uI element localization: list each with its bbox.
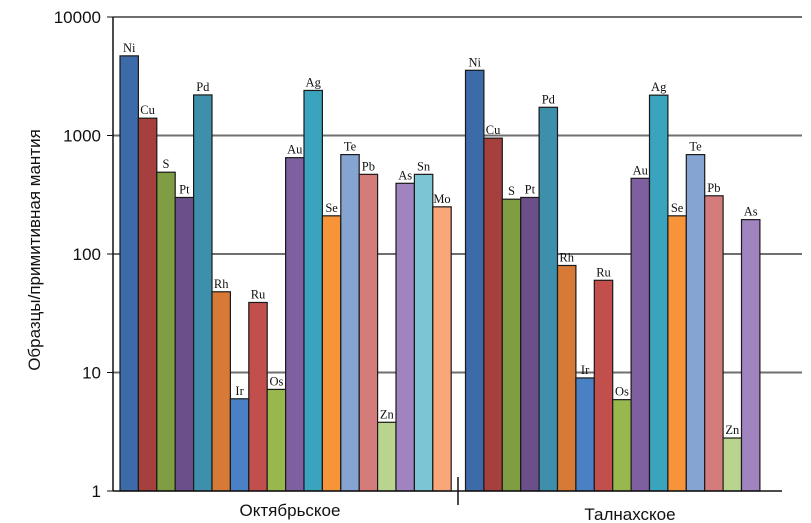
bar-label: Cu <box>486 123 501 137</box>
y-tick-label: 100 <box>73 245 101 264</box>
bar-label: Ir <box>235 384 244 398</box>
group-labels: Октябрьское Талнахское <box>240 501 676 523</box>
bar-label: Ag <box>306 75 322 89</box>
bar-pd <box>538 106 559 492</box>
bar-te <box>685 153 706 492</box>
bar-s <box>501 198 522 492</box>
bar-label: S <box>508 184 515 198</box>
bar-cu <box>137 117 158 492</box>
bar-labels: Ni Cu S Pt Pd Rh Ir Ru Os Au Ag Se Te Pb Zn As Sn Mo Ni Cu S… <box>123 41 758 437</box>
bar-label: Te <box>689 140 702 154</box>
bar-ru <box>248 301 268 492</box>
bar-label: Pb <box>362 159 375 173</box>
bar-label: Pd <box>196 80 210 94</box>
bar-pb <box>704 195 724 492</box>
group-label: Талнахское <box>584 505 675 523</box>
group-label: Октябрьское <box>240 501 341 520</box>
bar-label: Au <box>633 163 649 177</box>
bar-pb <box>358 173 379 492</box>
bar-pt <box>174 196 195 492</box>
bar-label: Rh <box>559 250 574 264</box>
bar-label: Ni <box>468 55 481 69</box>
bar-as <box>740 219 761 492</box>
bar-label: Ru <box>251 287 266 301</box>
bar-pd <box>193 94 213 492</box>
bar-as <box>395 182 415 492</box>
bar-label: Se <box>325 201 338 215</box>
bar-ag <box>303 89 323 492</box>
bar-pt <box>520 196 540 492</box>
bar-label: Pb <box>707 181 720 195</box>
bar-label: Ag <box>651 80 667 94</box>
bar-au <box>630 177 651 492</box>
bar-ag <box>648 94 669 492</box>
bar-label: Te <box>344 140 357 154</box>
bar-label: Rh <box>214 277 229 291</box>
bar-label: Au <box>287 143 303 157</box>
bar-ni <box>464 69 485 492</box>
bar-label: As <box>744 205 758 219</box>
bar-te <box>340 153 360 492</box>
bar-ir <box>575 377 595 492</box>
bar-label: Zn <box>725 423 740 437</box>
bar-ru <box>593 279 614 492</box>
bar-label: Os <box>269 374 283 388</box>
bar-ir <box>229 398 250 492</box>
bar-se <box>667 215 687 492</box>
bar-label: Pt <box>525 182 536 196</box>
y-axis-title: Образцы/примитивная мантия <box>25 129 44 371</box>
bar-label: Ru <box>596 265 611 279</box>
y-tick-labels: 1 10 100 1000 10000 <box>54 8 101 501</box>
y-tick-label: 1 <box>92 482 101 501</box>
bar-label: Mo <box>433 192 450 206</box>
bar-zn <box>722 437 743 492</box>
bar-label: Zn <box>380 407 395 421</box>
bar-label: Pt <box>179 182 190 196</box>
bar-label: S <box>163 157 170 171</box>
bar-mo <box>432 206 452 492</box>
bars <box>119 55 761 492</box>
bar-label: Sn <box>417 159 431 173</box>
bar-label: As <box>398 168 412 182</box>
axes <box>112 17 782 505</box>
bar-label: Ni <box>123 41 136 55</box>
bar-se <box>321 215 342 492</box>
bar-label: Pd <box>542 92 556 106</box>
y-tick-label: 10 <box>82 364 101 383</box>
bar-label: Se <box>671 201 684 215</box>
y-tick-label: 10000 <box>54 8 101 27</box>
bar-rh <box>211 291 231 492</box>
bar-s <box>156 171 176 492</box>
y-tick-label: 1000 <box>63 127 101 146</box>
bar-os <box>612 399 632 492</box>
bar-label: Os <box>615 385 629 399</box>
bar-os <box>266 388 287 492</box>
bar-cu <box>483 137 503 492</box>
bar-ni <box>119 55 139 492</box>
bar-rh <box>556 264 577 492</box>
bar-label: Ir <box>581 363 590 377</box>
bar-zn <box>377 421 397 492</box>
bar-sn <box>413 173 434 492</box>
bar-au <box>285 157 305 492</box>
bar-label: Cu <box>140 103 155 117</box>
